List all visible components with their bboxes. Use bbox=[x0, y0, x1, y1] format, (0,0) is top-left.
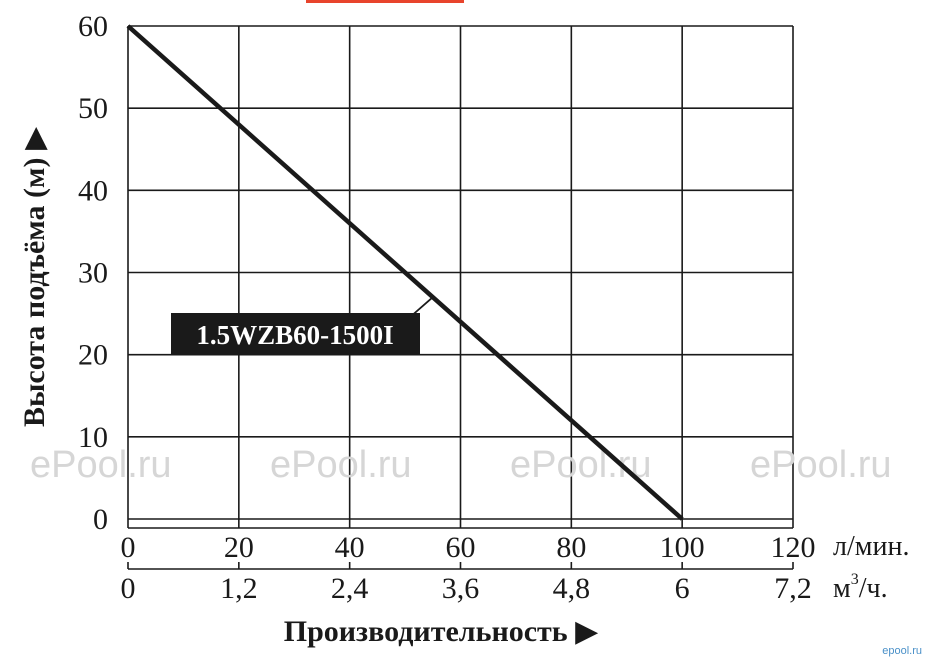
y-axis-title: Высота подъёма (м) ▶ bbox=[18, 127, 51, 427]
x2-tick-label: 6 bbox=[675, 572, 690, 605]
x2-unit-sup: 3 bbox=[851, 571, 859, 588]
series-layer: 1.5WZB60-1500I bbox=[126, 24, 684, 521]
chart-grid bbox=[127, 25, 794, 570]
watermark-text: ePool.ru bbox=[750, 444, 892, 486]
x-axis-arrow-icon: ▶ bbox=[575, 615, 598, 648]
x-tick-label: 60 bbox=[446, 531, 476, 564]
y-tick-label: 50 bbox=[78, 92, 108, 125]
x2-unit-rest: /ч. bbox=[859, 573, 888, 604]
x-tick-label: 80 bbox=[556, 531, 586, 564]
y-tick-label: 30 bbox=[78, 257, 108, 290]
x2-tick-label: 2,4 bbox=[331, 572, 369, 605]
x2-tick-label: 1,2 bbox=[220, 572, 258, 605]
x2-tick-label: 0 bbox=[121, 572, 136, 605]
x-tick-label: 40 bbox=[335, 531, 365, 564]
y-axis-arrow-icon: ▶ bbox=[18, 127, 51, 150]
series-line bbox=[126, 24, 684, 521]
x-tick-label: 120 bbox=[771, 531, 816, 564]
watermark-text: ePool.ru bbox=[270, 444, 412, 486]
x2-tick-label: 4,8 bbox=[553, 572, 591, 605]
y-tick-label: 0 bbox=[93, 503, 108, 536]
x2-tick-label: 7,2 bbox=[774, 572, 812, 605]
y-tick-label: 20 bbox=[78, 339, 108, 372]
x-tick-label: 0 bbox=[121, 531, 136, 564]
y-tick-label: 60 bbox=[78, 10, 108, 43]
y-tick-label: 10 bbox=[78, 421, 108, 454]
top-accent-bar bbox=[306, 0, 464, 3]
x-unit-label: л/мин. bbox=[833, 531, 909, 562]
watermarks: ePool.ru ePool.ru ePool.ru ePool.ru epool.ru bbox=[30, 444, 922, 657]
x2-unit-base: м bbox=[833, 573, 851, 604]
series-label-text: 1.5WZB60-1500I bbox=[196, 320, 393, 350]
y-tick-label: 40 bbox=[78, 174, 108, 207]
y-axis-title-text: Высота подъёма (м) bbox=[18, 158, 51, 428]
watermark-text: ePool.ru bbox=[30, 444, 172, 486]
x2-unit-label: м3/ч. bbox=[833, 571, 888, 604]
x-axis-title-text: Производительность bbox=[284, 615, 568, 648]
tick-labels: 0 20 40 60 80 100 120 0 1,2 2,4 3,6 4,8 6 7,2 0 10 20 30 4… bbox=[78, 10, 816, 605]
x-tick-label: 100 bbox=[660, 531, 705, 564]
x-axis-title: Производительность ▶ bbox=[284, 615, 598, 648]
series-label-box bbox=[171, 313, 420, 355]
watermark-text: ePool.ru bbox=[510, 444, 652, 486]
x2-tick-label: 3,6 bbox=[442, 572, 480, 605]
watermark-corner-text: epool.ru bbox=[882, 645, 922, 657]
x-tick-label: 20 bbox=[224, 531, 254, 564]
